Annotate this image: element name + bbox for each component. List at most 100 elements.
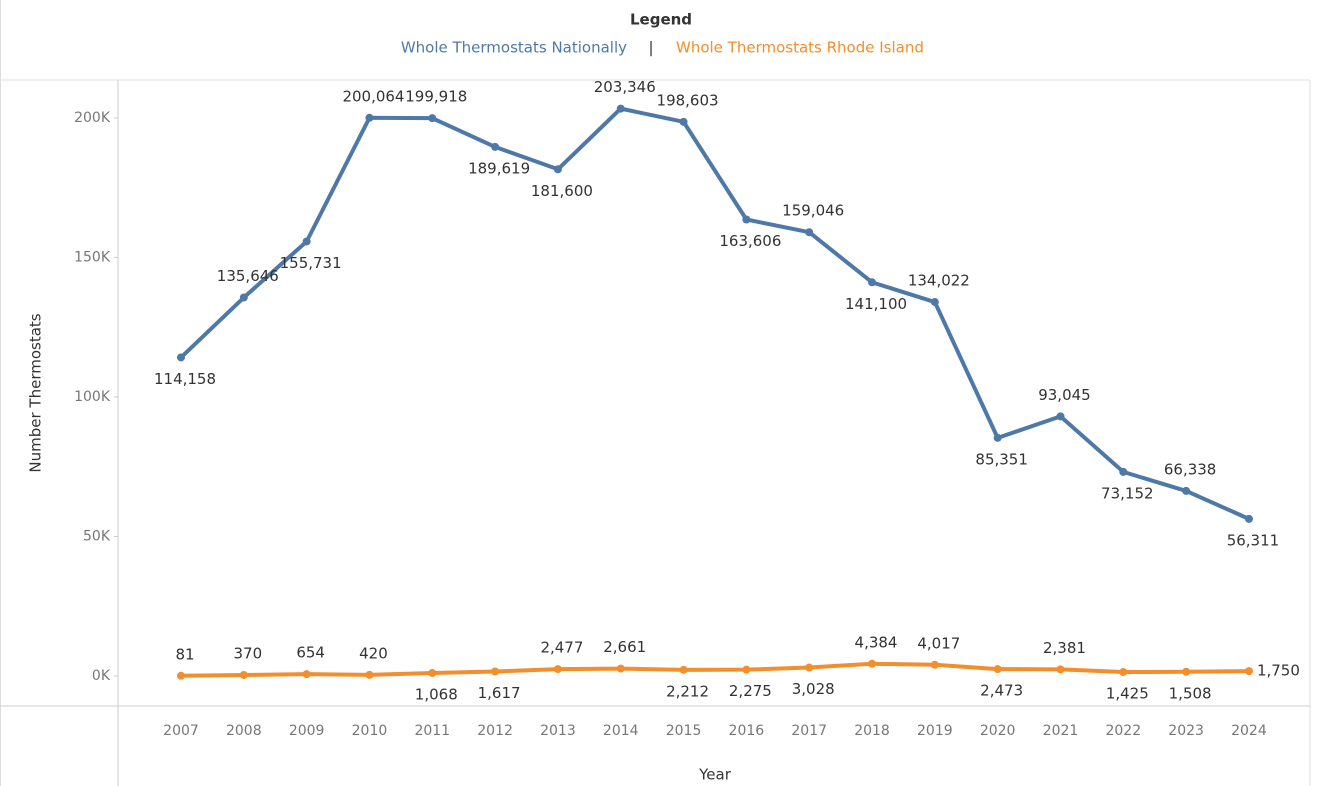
point bbox=[1244, 514, 1253, 523]
data-label: 159,046 bbox=[782, 202, 844, 220]
y-tick-label: 0K bbox=[92, 668, 111, 684]
x-tick-label: 2024 bbox=[1231, 723, 1267, 739]
x-tick-label: 2022 bbox=[1105, 723, 1141, 739]
x-axis-title: Year bbox=[698, 766, 732, 784]
data-label: 2,212 bbox=[666, 682, 709, 700]
x-tick-label: 2008 bbox=[226, 723, 262, 739]
data-label: 81 bbox=[175, 645, 194, 663]
data-label: 181,600 bbox=[531, 182, 593, 200]
data-label: 1,617 bbox=[478, 684, 521, 702]
x-tick-label: 2021 bbox=[1043, 723, 1079, 739]
x-tick-label: 2013 bbox=[540, 723, 576, 739]
point bbox=[616, 664, 625, 673]
x-tick-label: 2012 bbox=[477, 723, 513, 739]
point bbox=[1119, 467, 1128, 476]
legend-title: Legend bbox=[630, 11, 692, 29]
x-tick-label: 2010 bbox=[352, 723, 388, 739]
point bbox=[1182, 667, 1191, 676]
point bbox=[239, 670, 248, 679]
data-label: 1,068 bbox=[415, 686, 458, 704]
x-tick-label: 2015 bbox=[666, 723, 702, 739]
data-label: 73,152 bbox=[1101, 484, 1154, 502]
legend-entry: Whole Thermostats Rhode Island bbox=[676, 39, 924, 57]
data-label: 163,606 bbox=[719, 232, 781, 250]
x-tick-label: 2014 bbox=[603, 723, 639, 739]
data-label: 56,311 bbox=[1227, 531, 1280, 549]
point bbox=[742, 215, 751, 224]
data-label: 2,473 bbox=[980, 682, 1023, 700]
point bbox=[993, 665, 1002, 674]
point bbox=[679, 117, 688, 126]
y-tick-label: 200K bbox=[74, 110, 111, 126]
point bbox=[428, 669, 437, 678]
data-label: 189,619 bbox=[468, 159, 530, 177]
point bbox=[365, 113, 374, 122]
point bbox=[553, 165, 562, 174]
data-label: 93,045 bbox=[1038, 386, 1091, 404]
data-label: 370 bbox=[233, 644, 262, 662]
point bbox=[428, 114, 437, 123]
data-label: 4,017 bbox=[917, 634, 960, 652]
data-label: 141,100 bbox=[845, 295, 907, 313]
point bbox=[491, 142, 500, 151]
point bbox=[805, 228, 814, 237]
data-label: 1,750 bbox=[1257, 662, 1300, 680]
x-tick-label: 2023 bbox=[1168, 723, 1204, 739]
point bbox=[491, 667, 500, 676]
y-tick-label: 150K bbox=[74, 249, 111, 265]
legend-entry: Whole Thermostats Nationally bbox=[401, 39, 627, 57]
y-axis-title: Number Thermostats bbox=[27, 313, 45, 472]
point bbox=[177, 671, 185, 680]
data-label: 85,351 bbox=[975, 450, 1028, 468]
point bbox=[993, 433, 1002, 442]
legend-separator: | bbox=[648, 39, 653, 57]
data-label: 135,646 bbox=[217, 267, 279, 285]
point bbox=[1182, 486, 1191, 495]
point bbox=[177, 353, 185, 362]
point bbox=[239, 293, 248, 302]
data-label: 2,275 bbox=[729, 682, 772, 700]
data-label: 199,918 bbox=[405, 88, 467, 106]
data-label: 420 bbox=[359, 644, 388, 662]
data-label: 1,508 bbox=[1169, 684, 1212, 702]
x-tick-label: 2009 bbox=[289, 723, 325, 739]
x-tick-label: 2011 bbox=[414, 723, 450, 739]
point bbox=[1244, 667, 1253, 676]
data-label: 134,022 bbox=[908, 272, 970, 290]
x-tick-label: 2007 bbox=[163, 723, 199, 739]
x-tick-label: 2019 bbox=[917, 723, 953, 739]
data-label: 66,338 bbox=[1164, 460, 1217, 478]
data-label: 2,477 bbox=[540, 639, 583, 657]
point bbox=[868, 659, 877, 668]
point bbox=[1119, 668, 1128, 677]
point bbox=[805, 663, 814, 672]
data-label: 203,346 bbox=[594, 78, 656, 96]
point bbox=[302, 237, 311, 246]
point bbox=[742, 665, 751, 674]
point bbox=[365, 670, 374, 679]
point bbox=[679, 665, 688, 674]
point bbox=[553, 665, 562, 674]
point bbox=[302, 670, 311, 679]
data-label: 4,384 bbox=[855, 633, 898, 651]
x-tick-label: 2018 bbox=[854, 723, 890, 739]
x-tick-label: 2020 bbox=[980, 723, 1016, 739]
data-label: 200,064 bbox=[342, 87, 404, 105]
point bbox=[868, 278, 877, 287]
point bbox=[1056, 665, 1065, 674]
data-label: 2,381 bbox=[1043, 639, 1086, 657]
point bbox=[616, 104, 625, 113]
data-label: 2,661 bbox=[603, 638, 646, 656]
x-tick-label: 2016 bbox=[729, 723, 765, 739]
y-tick-label: 100K bbox=[74, 389, 111, 405]
series-line bbox=[179, 106, 1250, 521]
x-tick-label: 2017 bbox=[791, 723, 827, 739]
data-label: 1,425 bbox=[1106, 685, 1149, 703]
point bbox=[930, 298, 939, 307]
y-tick-label: 50K bbox=[83, 528, 111, 544]
data-label: 654 bbox=[296, 644, 325, 662]
point bbox=[930, 660, 939, 669]
data-label: 198,603 bbox=[657, 91, 719, 109]
data-label: 3,028 bbox=[792, 680, 835, 698]
